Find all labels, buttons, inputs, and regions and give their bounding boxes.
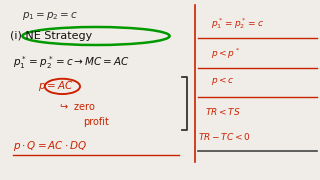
Text: $TR < TS$: $TR < TS$ xyxy=(205,106,241,117)
Text: $p < p^*$: $p < p^*$ xyxy=(211,47,240,61)
Text: $\hookrightarrow$ zero: $\hookrightarrow$ zero xyxy=(58,101,95,112)
Text: $TR - TC < 0$: $TR - TC < 0$ xyxy=(198,131,251,142)
Text: $p_1 = p_2 = c$: $p_1 = p_2 = c$ xyxy=(22,10,78,22)
Text: $p = AC$: $p = AC$ xyxy=(38,79,74,93)
Text: $p_1^* = p_2^* = c$: $p_1^* = p_2^* = c$ xyxy=(211,16,264,31)
Text: $p_1^* = p_2^* = c \rightarrow MC = AC$: $p_1^* = p_2^* = c \rightarrow MC = AC$ xyxy=(13,55,130,71)
Text: $p < c$: $p < c$ xyxy=(211,75,235,87)
Text: $p \cdot Q = AC \cdot DQ$: $p \cdot Q = AC \cdot DQ$ xyxy=(13,139,87,153)
Text: (i) NE Strategy: (i) NE Strategy xyxy=(10,31,92,41)
Text: profit: profit xyxy=(83,117,109,127)
